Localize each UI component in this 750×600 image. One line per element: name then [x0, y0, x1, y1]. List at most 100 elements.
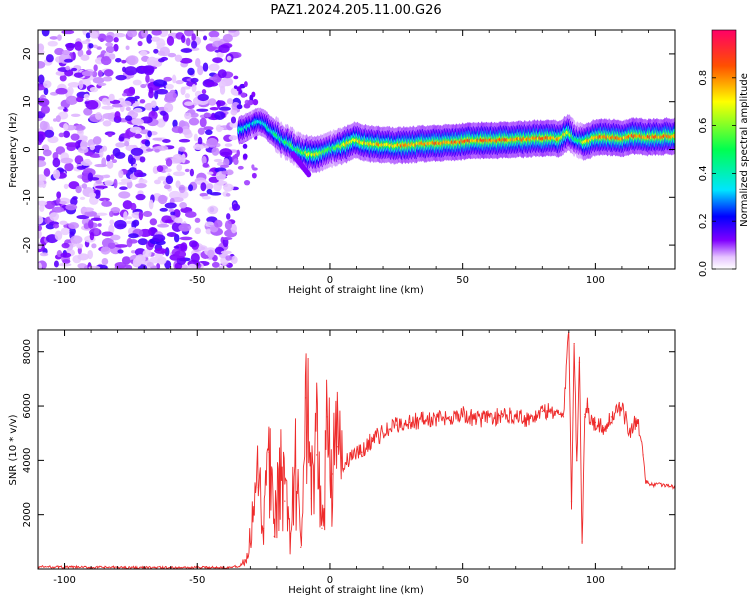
noise-speckle: [43, 80, 52, 89]
colorbar-gradient: [711, 29, 737, 270]
noise-speckle: [224, 143, 233, 147]
noise-speckle: [222, 183, 234, 192]
noise-speckle: [63, 183, 69, 190]
snr-data-point: [382, 432, 384, 434]
noise-speckle: [76, 96, 84, 103]
noise-speckle: [139, 99, 146, 104]
snr-data-point: [637, 419, 639, 421]
noise-speckle: [166, 232, 177, 237]
noise-speckle: [240, 92, 247, 98]
snr-data-point: [586, 402, 589, 404]
noise-speckle: [189, 112, 199, 118]
noise-speckle: [121, 92, 128, 97]
noise-speckle: [211, 261, 220, 268]
noise-speckle: [139, 50, 148, 56]
noise-speckle: [251, 172, 257, 179]
noise-speckle: [88, 43, 94, 49]
colorbar: 0.0 0.2 0.4 0.6 0.8 Normalized spectral ampl…: [698, 29, 750, 277]
noise-speckle: [95, 212, 108, 216]
noise-speckle: [249, 94, 254, 102]
snr-data-point: [573, 342, 575, 345]
noise-speckle: [105, 45, 115, 54]
noise-speckle: [154, 252, 164, 258]
noise-speckle: [191, 84, 197, 93]
noise-speckle: [118, 169, 124, 179]
noise-speckle: [247, 99, 254, 106]
noise-speckle: [113, 178, 118, 189]
noise-speckle: [191, 33, 196, 42]
noise-speckle: [212, 57, 223, 64]
noise-speckle: [97, 82, 107, 86]
noise-speckle: [208, 76, 218, 81]
noise-speckle: [97, 33, 107, 42]
snr-data-point: [252, 519, 254, 521]
colorbar-ticks: 0.0 0.2 0.4 0.6 0.8: [698, 70, 736, 277]
noise-speckle: [49, 36, 59, 40]
noise-speckle: [81, 70, 94, 77]
noise-speckle: [76, 165, 86, 170]
noise-speckle: [205, 183, 214, 190]
noise-speckle: [126, 55, 139, 66]
noise-speckle: [60, 157, 74, 164]
noise-speckle: [95, 112, 102, 120]
noise-speckle: [38, 49, 45, 55]
noise-speckle: [38, 98, 50, 107]
noise-speckle: [166, 35, 175, 46]
noise-speckle: [227, 30, 237, 33]
colorbar-tick-label: 0.4: [698, 165, 709, 181]
snr-data-point: [642, 454, 644, 456]
noise-speckle: [180, 48, 193, 53]
noise-speckle: [133, 169, 144, 178]
noise-speckle: [38, 200, 48, 206]
noise-speckle: [89, 31, 99, 39]
noise-speckle: [165, 168, 172, 173]
noise-speckle: [54, 230, 63, 241]
noise-speckle: [126, 216, 133, 220]
noise-speckle: [156, 88, 168, 95]
noise-speckle: [100, 55, 112, 66]
noise-speckle: [184, 168, 190, 173]
noise-speckle: [57, 34, 62, 41]
noise-speckle: [180, 242, 188, 253]
noise-speckle: [199, 192, 208, 197]
noise-speckle: [119, 186, 128, 190]
noise-speckle: [190, 253, 200, 263]
noise-speckle: [100, 246, 111, 255]
noise-speckle: [153, 179, 162, 185]
noise-speckle: [170, 211, 176, 216]
noise-speckle: [201, 89, 207, 95]
noise-speckle: [123, 211, 128, 221]
y-tick-label: 20: [22, 48, 33, 61]
snr-data-point: [570, 500, 573, 502]
noise-speckle: [49, 212, 60, 221]
noise-speckle: [221, 237, 233, 241]
noise-speckle: [55, 146, 66, 155]
noise-speckle: [65, 203, 78, 211]
noise-speckle: [242, 153, 248, 160]
noise-speckle: [101, 231, 114, 237]
noise-speckle: [203, 112, 212, 118]
noise-speckle: [125, 45, 130, 50]
noise-speckle: [207, 171, 214, 175]
colorbar-tick-label: 0.2: [698, 213, 709, 229]
snr-data-point: [284, 500, 286, 502]
snr-data-point: [602, 427, 604, 429]
noise-speckle: [221, 170, 228, 175]
noise-speckle: [181, 34, 186, 44]
noise-speckle: [85, 32, 91, 39]
noise-speckle: [226, 98, 234, 105]
noise-speckle: [107, 132, 113, 138]
noise-speckle: [179, 57, 193, 64]
snr-data-point: [326, 416, 328, 418]
noise-speckle: [185, 37, 191, 47]
noise-speckle: [55, 87, 68, 95]
noise-speckle: [57, 106, 65, 110]
noise-speckle: [201, 195, 211, 200]
noise-speckle: [202, 162, 210, 168]
noise-speckle: [142, 249, 152, 258]
noise-speckle: [38, 179, 45, 188]
noise-speckle: [134, 133, 142, 139]
noise-speckle: [102, 113, 116, 120]
noise-speckle: [63, 130, 71, 138]
snr-data-point: [629, 429, 631, 432]
